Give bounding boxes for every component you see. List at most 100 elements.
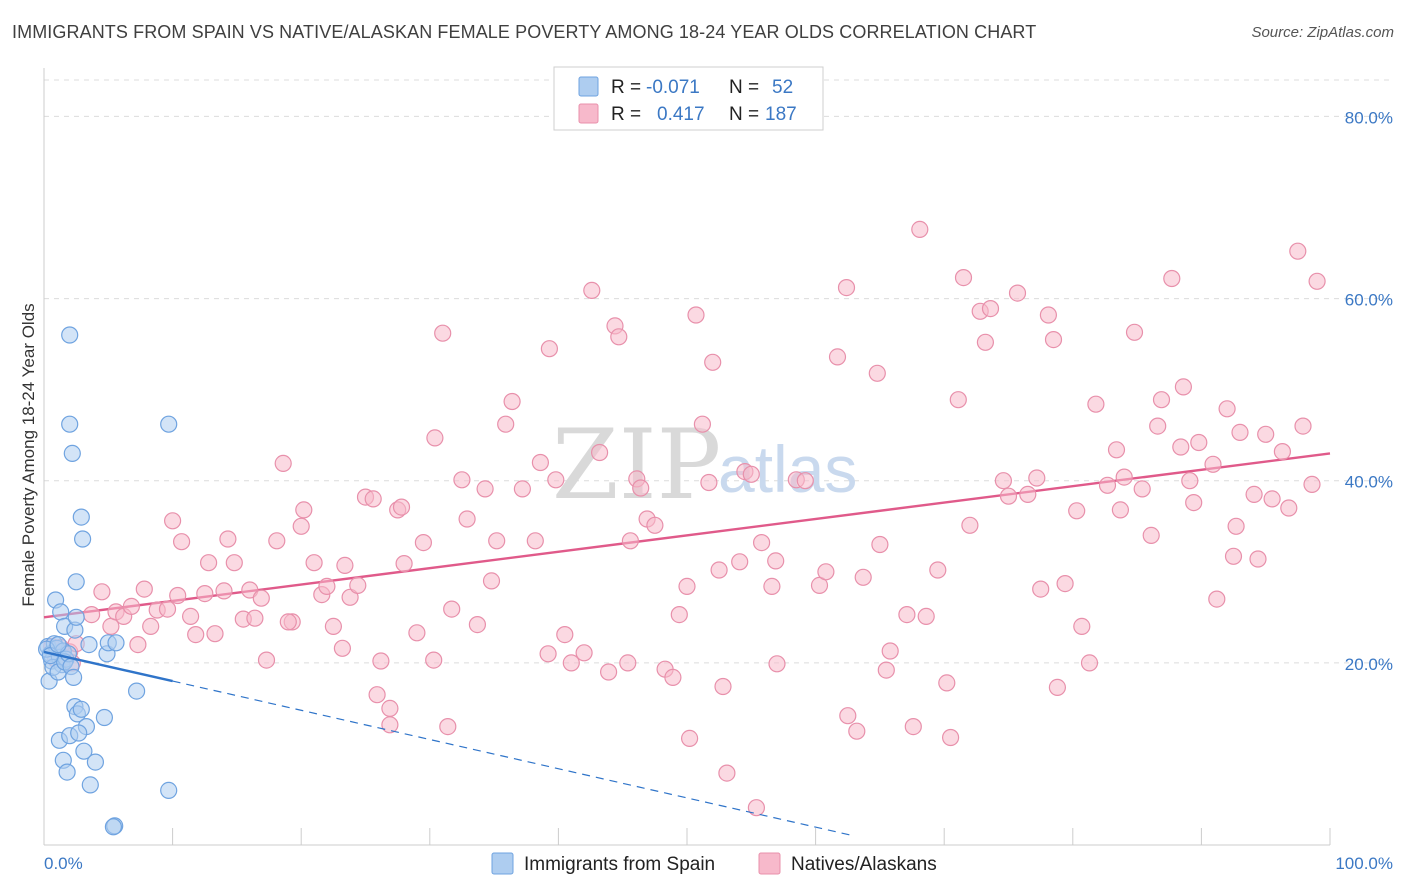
series-natives (43, 220, 1326, 817)
data-point (1073, 617, 1091, 636)
data-point (160, 415, 178, 433)
data-point (488, 532, 506, 550)
data-point (497, 415, 515, 433)
legend-n-label-natives: N = (729, 104, 759, 125)
data-point (336, 556, 354, 575)
data-point (1039, 306, 1058, 324)
data-point (122, 597, 140, 616)
data-point (877, 661, 895, 679)
data-point (349, 576, 367, 595)
data-point (80, 635, 98, 654)
data-point (513, 480, 532, 498)
data-point (107, 634, 125, 652)
data-point (324, 617, 342, 636)
data-point (938, 674, 956, 692)
data-point (687, 306, 705, 324)
data-point (994, 472, 1013, 490)
data-point (848, 722, 866, 740)
data-point (72, 508, 90, 526)
data-point (828, 348, 847, 366)
data-point (1142, 526, 1160, 545)
data-point (425, 651, 443, 669)
data-point (670, 605, 688, 624)
x-tick-right: 100.0% (1335, 854, 1393, 873)
data-point (747, 799, 766, 817)
data-point (632, 479, 650, 497)
data-point (1087, 395, 1105, 413)
data-point (1163, 269, 1181, 288)
legend-r-value-natives: 0.417 (657, 104, 705, 125)
data-point (949, 391, 967, 409)
data-point (839, 707, 857, 725)
data-point (1008, 284, 1027, 302)
data-point (1227, 517, 1245, 535)
legend-r-label-natives: R = (611, 104, 641, 125)
data-point (443, 600, 461, 618)
data-point (81, 776, 99, 794)
data-point (279, 613, 297, 631)
data-point (526, 532, 544, 550)
data-point (392, 498, 411, 516)
data-point (1185, 494, 1203, 512)
data-point (796, 472, 814, 490)
data-point (881, 642, 899, 660)
data-point (590, 443, 609, 462)
data-point (1032, 580, 1050, 598)
data-point (1208, 590, 1226, 608)
data-point (540, 340, 559, 358)
data-point (225, 554, 243, 572)
data-point (169, 586, 187, 605)
data-point (929, 561, 947, 579)
data-point (1115, 468, 1133, 486)
data-point (941, 728, 960, 747)
data-point (854, 568, 872, 586)
data-point (318, 577, 336, 596)
data-point (954, 269, 973, 287)
data-point (531, 453, 550, 472)
data-point (539, 645, 557, 663)
data-point (1181, 472, 1199, 490)
data-point (64, 668, 83, 687)
y-tick-label: 80.0% (1345, 108, 1393, 127)
data-point (49, 635, 67, 654)
data-point (1028, 469, 1046, 487)
y-tick-label: 60.0% (1345, 291, 1393, 310)
data-point (408, 624, 426, 642)
data-point (82, 605, 101, 624)
data-point (1308, 272, 1326, 290)
data-point (817, 563, 835, 581)
data-point (1280, 499, 1298, 517)
legend-n-label-spain: N = (729, 77, 759, 98)
data-point (476, 480, 494, 498)
data-point (503, 392, 521, 411)
data-point (1107, 441, 1126, 459)
data-point (439, 717, 457, 736)
data-point (268, 532, 286, 550)
data-point (86, 753, 105, 771)
data-point (160, 781, 178, 800)
data-point (1111, 501, 1130, 519)
data-point (95, 708, 114, 727)
data-point (1249, 550, 1267, 568)
data-point (556, 625, 574, 644)
bottom-legend-swatch-spain (491, 852, 514, 875)
data-point (93, 583, 111, 601)
data-point (1080, 654, 1099, 672)
legend-n-value-spain: 52 (772, 77, 793, 98)
data-point (372, 652, 390, 670)
data-point (731, 553, 749, 571)
data-point (1294, 417, 1312, 435)
data-point (1273, 443, 1292, 461)
data-point (678, 577, 696, 596)
data-point (752, 533, 771, 552)
data-point (1172, 438, 1190, 456)
data-point (292, 517, 310, 535)
data-point (381, 716, 399, 734)
data-point (164, 512, 182, 530)
data-point (704, 353, 722, 371)
trend-line (43, 650, 173, 683)
data-point (1245, 485, 1263, 503)
series-spain (37, 326, 178, 836)
legend-r-value-spain: -0.071 (646, 77, 700, 98)
trend-spain (43, 650, 855, 837)
